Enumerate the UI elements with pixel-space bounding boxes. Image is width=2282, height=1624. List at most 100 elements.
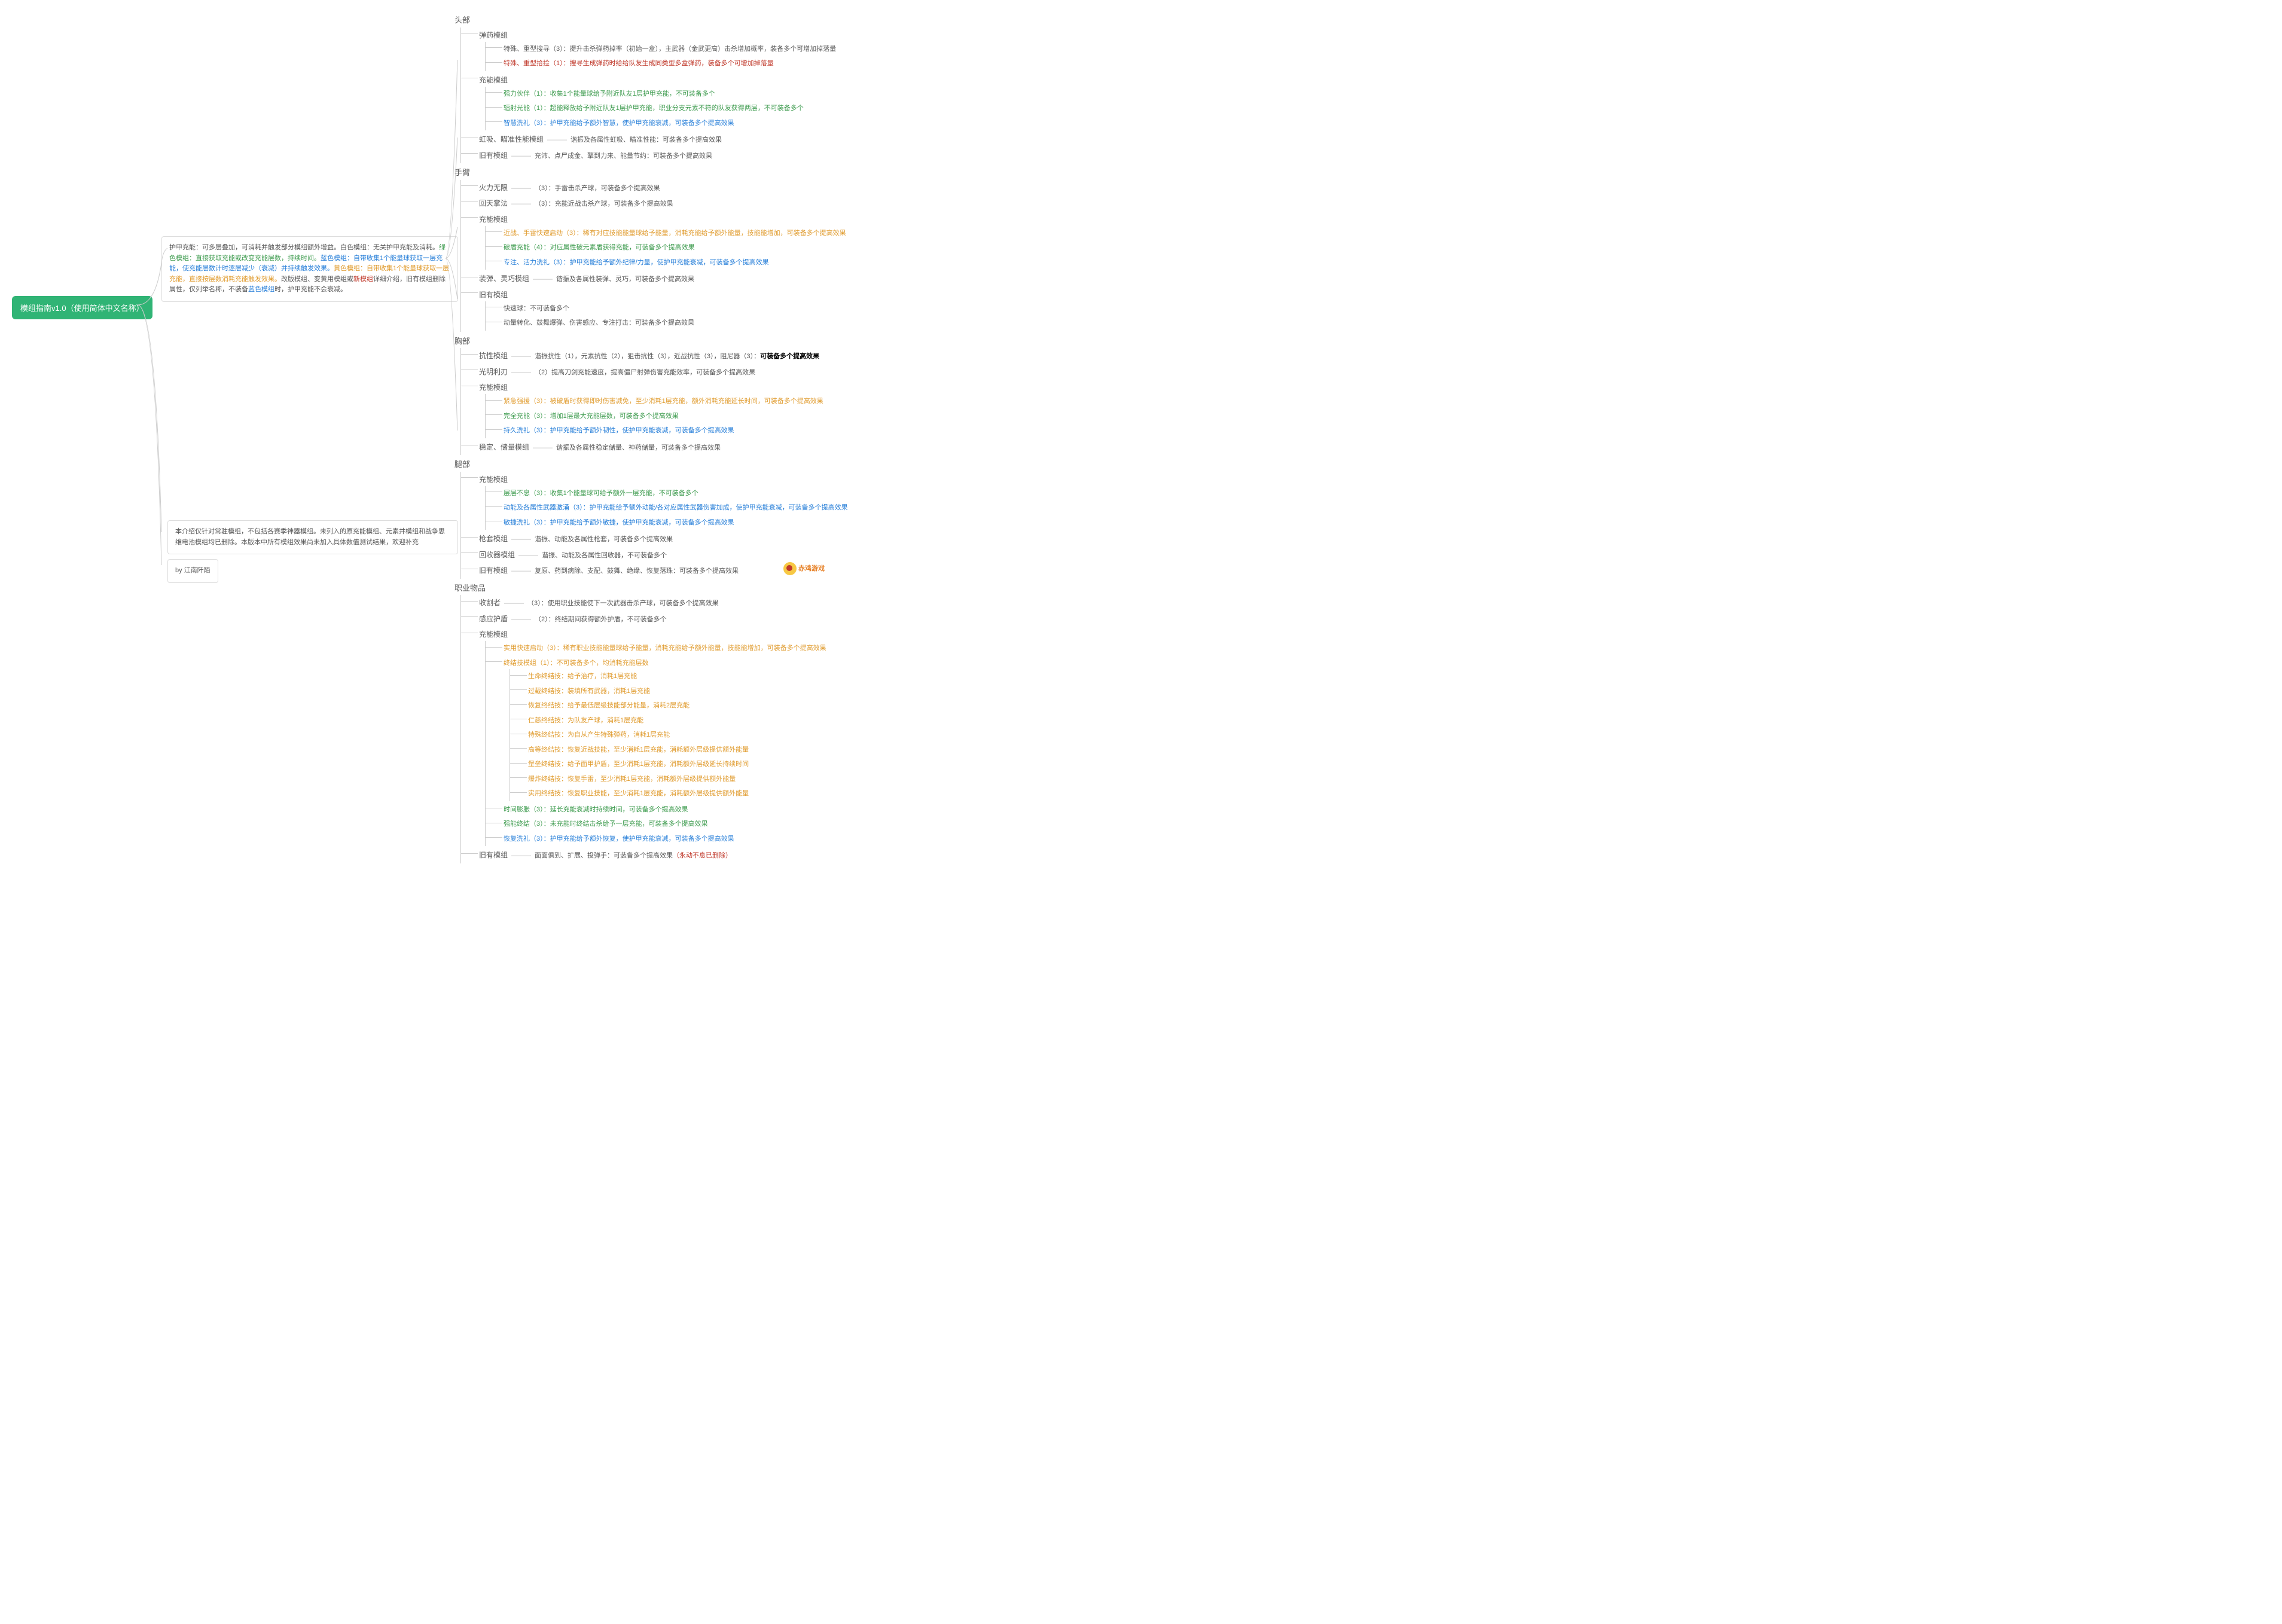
dash-connector: ——— (511, 369, 531, 376)
leaf-node: 充沛、点尸成金、擎到力来、能量节约：可装备多个提高效果 (535, 150, 712, 163)
dash-connector: ——— (511, 353, 531, 360)
leaf-node: 谐振及各属性虹吸、瞄准性能：可装备多个提高效果 (570, 134, 722, 146)
dash-connector: ——— (511, 200, 531, 207)
leaf-node: 完全充能（3）：增加1层最大充能层数，可装备多个提高效果 (504, 410, 679, 423)
group-label: 充能模组 (479, 213, 508, 226)
group-label: 充能模组 (479, 74, 508, 87)
group-label: 充能模组 (479, 381, 508, 394)
note-disclaimer: 本介绍仅针对常驻模组，不包括各赛季神器模组。未列入的原充能模组、元素井模组和战争… (167, 520, 458, 554)
leaf-node: 谐振、动能及各属性回收器，不可装备多个 (542, 550, 667, 562)
dash-connector: ——— (511, 185, 531, 192)
leaf-node: 恢复终结技：给予最低层级技能部分能量，消耗2层充能 (528, 700, 690, 712)
section-label: 头部 (454, 13, 470, 28)
leaf-node: （2）提高刀剑充能速度，提高僵尸射弹伤害充能效率，可装备多个提高效果 (535, 367, 755, 379)
leaf-node: 敏捷洗礼（3）：护甲充能给予额外敏捷，使护甲充能衰减，可装备多个提高效果 (504, 517, 734, 529)
leaf-node: 仁慈终结技：为队友产球，消耗1层充能 (528, 715, 643, 727)
group-label: 虹吸、瞄准性能模组 (479, 133, 544, 146)
note-author: by 江南阡陌 (167, 559, 218, 583)
leaf-node: 特殊、重型拾捡（1）：搜寻生成弹药时给给队友生成同类型多盒弹药，装备多个可增加掉… (504, 57, 774, 70)
leaf-node: 特殊终结技：为自从产生特殊弹药，消耗1层充能 (528, 729, 670, 741)
dash-connector: ——— (533, 444, 553, 451)
dash-connector: ——— (511, 616, 531, 623)
leaf-node: 时间膨胀（3）：延长充能衰减时持续时间，可装备多个提高效果 (504, 804, 688, 816)
leaf-node: 谐振及各属性稳定储量、神药储量，可装备多个提高效果 (556, 442, 721, 454)
group-label: 旧有模组 (479, 149, 508, 162)
note-segment: 时，护甲充能不会衰减。 (274, 286, 347, 293)
group-label: 光明利刃 (479, 365, 508, 378)
leaf-node: 近战、手雷快速启动（3）：稀有对应技能能量球给予能量，消耗充能给予额外能量，技能… (504, 227, 846, 240)
leaf-node: 高等终结技：恢复近战技能，至少消耗1层充能，消耗额外层级提供额外能量 (528, 744, 749, 756)
leaf-node: 持久洗礼（3）：护甲充能给予额外韧性，使护甲充能衰减，可装备多个提高效果 (504, 425, 734, 437)
leaf-node: 过载终结技：装填所有武器，消耗1层充能 (528, 685, 650, 698)
note-segment: 蓝色模组 (248, 286, 274, 293)
dash-connector: ——— (518, 552, 538, 559)
leaf-node: （3）：充能近战击杀产球，可装备多个提高效果 (535, 198, 673, 210)
leaf-node: 动量转化、鼓舞爆弹、伤害感应、专注打击：可装备多个提高效果 (504, 317, 694, 329)
leaf-tail-bold: 可装备多个提高效果 (760, 353, 819, 360)
leaf-node: 智慧洗礼（3）：护甲充能给予额外智慧，使护甲充能衰减，可装备多个提高效果 (504, 117, 734, 130)
leaf-node: 层层不息（3）：收集1个能量球可给予额外一层充能，不可装备多个 (504, 487, 698, 500)
mindmap-tree: 头部弹药模组特殊、重型搜寻（3）：提升击杀弹药掉率（初始一盒），主武器（金武更高… (454, 12, 848, 865)
group-label: 抗性模组 (479, 349, 508, 362)
dash-connector: ——— (511, 852, 531, 859)
section-label: 手臂 (454, 166, 470, 180)
group-label: 旧有模组 (479, 564, 508, 577)
logo-text: 赤鸡游戏 (798, 565, 825, 572)
note-segment: 护甲充能：可多层叠加，可消耗并触发部分模组额外增益。白色模组：无关护甲充能及消耗… (169, 244, 439, 251)
leaf-node: 谐振、动能及各属性枪套，可装备多个提高效果 (535, 533, 673, 546)
leaf-node: 动能及各属性武器激涌（3）：护甲充能给予额外动能/各对应属性武器伤害加成，使护甲… (504, 502, 848, 514)
group-label: 感应护盾 (479, 612, 508, 625)
leaf-node: 堡垒终结技：给予面甲护盾，至少消耗1层充能，消耗额外层级延长持续时间 (528, 758, 749, 771)
leaf-node: 谐振及各属性装弹、灵巧，可装备多个提高效果 (556, 273, 694, 286)
root-title: 模组指南v1.0（使用简体中文名称） (12, 296, 152, 319)
leaf-node: 强能终结（3）：未充能时终结击杀给予一层充能，可装备多个提高效果 (504, 818, 708, 831)
dash-connector: ——— (511, 536, 531, 543)
group-label: 收割者 (479, 596, 501, 609)
leaf-node: 恢复洗礼（3）：护甲充能给予额外恢复，使护甲充能衰减，可装备多个提高效果 (504, 833, 734, 845)
logo-icon (783, 562, 797, 575)
leaf-node: 复原、药到病除、支配、鼓舞、绝缘、恢复落珠：可装备多个提高效果 (535, 565, 739, 578)
leaf-node: 破盾充能（4）：对应属性破元素盾获得充能，可装备多个提高效果 (504, 242, 695, 254)
group-label: 装弹、灵巧模组 (479, 272, 529, 285)
section-label: 腿部 (454, 457, 470, 472)
leaf-node: 面面俱到、扩展、投弹手：可装备多个提高效果 (535, 850, 673, 862)
leaf-node: （2）：终结期间获得额外护盾，不可装备多个 (535, 613, 667, 626)
group-label: 旧有模组 (479, 288, 508, 301)
group-label: 稳定、储量模组 (479, 441, 529, 454)
note-disclaimer-text: 本介绍仅针对常驻模组，不包括各赛季神器模组。未列入的原充能模组、元素井模组和战争… (175, 528, 445, 546)
group-label: 回天掌法 (479, 197, 508, 210)
group-label: 弹药模组 (479, 29, 508, 42)
leaf-tail: （永动不息已删除） (673, 852, 732, 859)
leaf-node: 特殊、重型搜寻（3）：提升击杀弹药掉率（初始一盒），主武器（金武更高）击杀增加概… (504, 43, 836, 56)
leaf-node: 爆炸终结技：恢复手雷，至少消耗1层充能，消耗额外层级提供额外能量 (528, 773, 736, 786)
group-label: 充能模组 (479, 473, 508, 486)
note-armor-charge: 护甲充能：可多层叠加，可消耗并触发部分模组额外增益。白色模组：无关护甲充能及消耗… (161, 236, 458, 302)
group-label: 回收器模组 (479, 548, 515, 561)
leaf-node: 快速球：不可装备多个 (504, 303, 569, 315)
dash-connector: ——— (533, 276, 553, 283)
leaf-node: 生命终结技：给予治疗，消耗1层充能 (528, 670, 637, 683)
leaf-node: 强力伙伴（1）：收集1个能量球给予附近队友1层护甲充能，不可装备多个 (504, 88, 715, 100)
dash-connector: ——— (504, 600, 524, 607)
leaf-node: 紧急强援（3）：被破盾时获得即时伤害减免，至少消耗1层充能，额外消耗充能延长时间… (504, 395, 823, 408)
group-label: 火力无限 (479, 181, 508, 194)
group-label: 枪套模组 (479, 532, 508, 545)
note-segment: 改版模组、变黄用模组或 (281, 276, 353, 283)
section-label: 职业物品 (454, 581, 486, 596)
leaf-node: 实用终结技：恢复职业技能，至少消耗1层充能，消耗额外层级提供额外能量 (528, 787, 749, 800)
note-segment: 新模组 (353, 276, 373, 283)
note-author-text: by 江南阡陌 (175, 567, 210, 574)
leaf-node: 专注、活力洗礼（3）：护甲充能给予额外纪律/力量，使护甲充能衰减，可装备多个提高… (504, 257, 769, 269)
section-label: 胸部 (454, 334, 470, 349)
leaf-node: 谐振抗性（1），元素抗性（2），狙击抗性（3），近战抗性（3），阻尼器（3）： (535, 350, 760, 363)
group-label: 旧有模组 (479, 848, 508, 862)
leaf-node: 实用快速启动（3）：稀有职业技能能量球给予能量，消耗充能给予额外能量，技能能增加… (504, 642, 826, 655)
dash-connector: ——— (511, 152, 531, 160)
leaf-node: 终结技模组（1）：不可装备多个，均消耗充能层数 (504, 657, 649, 670)
root-title-text: 模组指南v1.0（使用简体中文名称） (20, 304, 144, 313)
dash-connector: ——— (511, 567, 531, 575)
group-label: 充能模组 (479, 628, 508, 641)
leaf-node: （3）：手雷击杀产球，可装备多个提高效果 (535, 182, 660, 195)
leaf-node: （3）：使用职业技能使下一次武器击杀产球，可装备多个提高效果 (527, 597, 719, 610)
dash-connector: ——— (547, 136, 567, 144)
